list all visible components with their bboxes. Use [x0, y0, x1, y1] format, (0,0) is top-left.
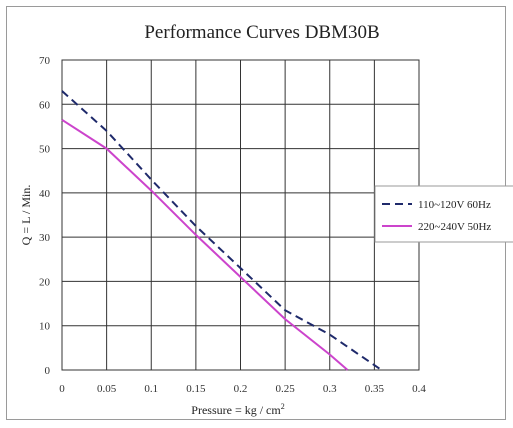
y-tick-label: 50 — [39, 144, 51, 156]
chart-series — [61, 90, 383, 371]
series-line-1 — [61, 90, 383, 371]
x-tick-label: 0.3 — [323, 383, 337, 395]
legend-label-1: 110~120V 60Hz — [418, 199, 491, 211]
x-tick-label: 0.15 — [186, 383, 206, 395]
x-tick-label: 0.25 — [276, 383, 296, 395]
x-axis-label: Pressure = kg / cm2 — [191, 402, 284, 417]
x-tick-label: 0.05 — [97, 383, 117, 395]
x-axis-label-text: Pressure = kg / cm — [191, 403, 281, 417]
y-axis-label: Q = L / Min. — [19, 185, 33, 246]
y-tick-label: 40 — [39, 188, 51, 200]
x-tick-label: 0 — [59, 383, 65, 395]
chart-grid — [61, 59, 420, 371]
y-tick-label: 60 — [39, 99, 51, 111]
legend-label-2: 220~240V 50Hz — [418, 221, 491, 233]
chart-ticks: 0 0.05 0.1 0.15 0.2 0.25 0.3 0.35 0.4 0 10 20 30 40 50… — [39, 55, 426, 395]
y-tick-label: 30 — [39, 232, 51, 244]
y-tick-label: 0 — [45, 365, 51, 377]
legend-box — [374, 185, 513, 243]
x-tick-label: 0.2 — [234, 383, 248, 395]
x-tick-label: 0.4 — [412, 383, 426, 395]
series-line-2 — [61, 118, 349, 371]
y-tick-label: 10 — [39, 321, 51, 333]
chart-title: Performance Curves DBM30B — [144, 22, 379, 43]
chart-legend: 110~120V 60Hz 220~240V 50Hz — [374, 185, 513, 243]
x-tick-label: 0.1 — [144, 383, 158, 395]
x-axis-label-superscript: 2 — [281, 402, 285, 411]
y-tick-label: 70 — [39, 55, 51, 67]
y-tick-label: 20 — [39, 276, 51, 288]
x-tick-label: 0.35 — [365, 383, 385, 395]
